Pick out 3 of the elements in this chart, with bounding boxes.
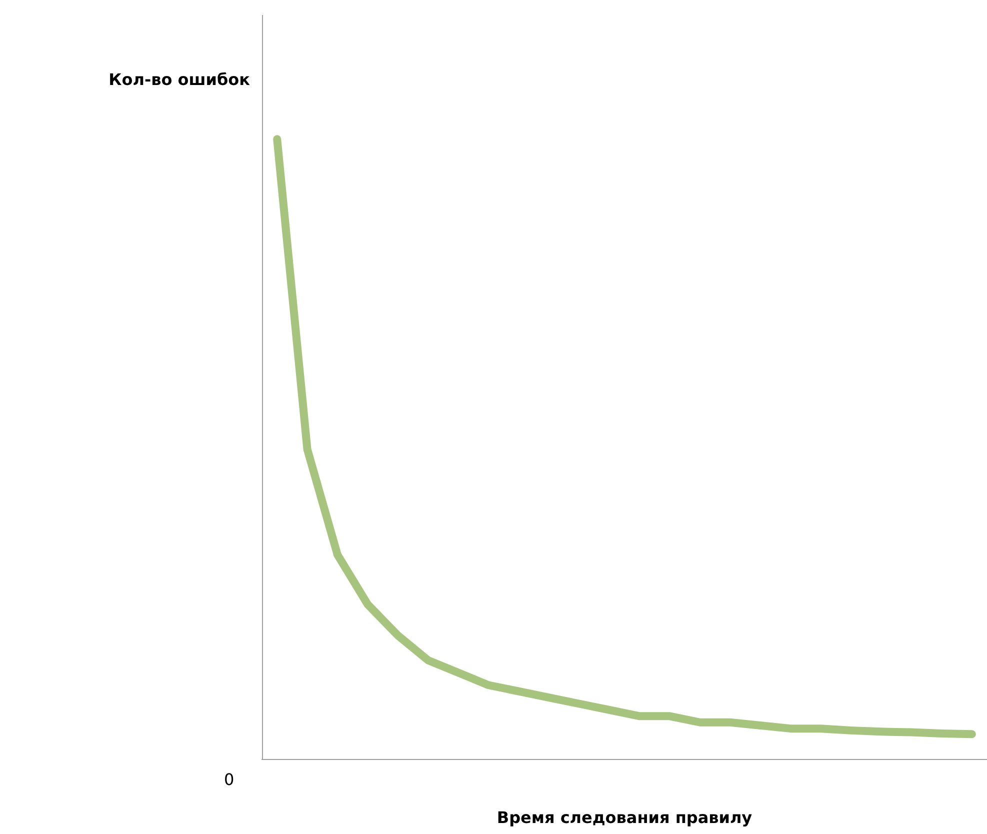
x-axis-title: Время следования правилу bbox=[496, 808, 754, 827]
text: 0 bbox=[224, 770, 234, 789]
y-axis-title: Кол-во ошибок bbox=[108, 70, 250, 89]
